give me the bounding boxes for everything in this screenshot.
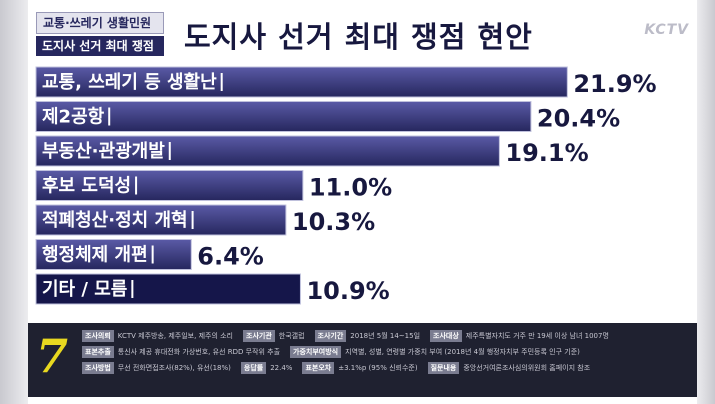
note-row: 표본추출 통신사 제공 휴대전화 가상번호, 유선 RDD 무작위 추출 가중치부여… <box>82 345 690 359</box>
note-label: 가중치부여방식 <box>290 346 342 358</box>
note-value: 무선 전화면접조사(82%), 유선(18%) <box>117 364 231 372</box>
label-separator-2 <box>108 107 111 126</box>
right-frame <box>697 0 715 404</box>
category-label-4: 후보 도덕성 <box>42 176 131 197</box>
value-label-4: 11.0% <box>309 174 392 202</box>
category-label-2: 제2공항 <box>42 107 105 128</box>
note-value: 중앙선거여론조사심의위원회 홈페이지 참조 <box>463 364 591 372</box>
survey-notes: 조사의뢰 KCTV 제주방송, 제주일보, 제주의 소리 조사기관 한국갤럽 조사기간 2… <box>82 329 690 377</box>
note-value: KCTV 제주방송, 제주일보, 제주의 소리 <box>117 332 233 340</box>
category-label-6: 행정체제 개편 <box>42 245 148 266</box>
label-separator-1 <box>220 73 223 91</box>
note-label: 조사기관 <box>243 330 275 342</box>
bar-3 <box>35 135 500 167</box>
topic-tag: 교통·쓰레기 생활민원 도지사 선거 최대 쟁점 <box>36 12 164 60</box>
note-label: 응답률 <box>240 362 267 374</box>
note-label: 표본오차 <box>302 362 335 374</box>
chart-title: 도지사 선거 최대 쟁점 현안 <box>184 20 533 54</box>
category-label-3: 부동산·관광개발 <box>42 141 165 162</box>
survey-footer: 7 조사의뢰 KCTV 제주방송, 제주일보, 제주의 소리 조사기관 한국갤럽 조사기… <box>28 323 697 397</box>
category-label-7: 기타 / 모름 <box>42 279 127 300</box>
bar-6 <box>35 239 192 270</box>
header: 교통·쓰레기 생활민원 도지사 선거 최대 쟁점 도지사 선거 최대 쟁점 현안… <box>28 4 697 60</box>
value-label-6: 6.4% <box>197 243 264 271</box>
note-value: 지역별, 성별, 연령별 가중치 부여 (2018년 4월 행정자치부 주민등록… <box>345 348 580 356</box>
note-row: 조사방법 무선 전화면접조사(82%), 유선(18%) 응답률 22.4% 표본오차 ±… <box>82 361 690 375</box>
note-label: 조사대상 <box>430 330 462 342</box>
note-row: 조사의뢰 KCTV 제주방송, 제주일보, 제주의 소리 조사기관 한국갤럽 조사기간 2… <box>82 329 690 343</box>
note-value: 제주특별자치도 거주 만 19세 이상 남녀 1007명 <box>465 332 609 340</box>
note-label: 표본추출 <box>82 346 114 358</box>
value-label-1: 21.9% <box>573 70 656 98</box>
value-label-7: 10.9% <box>306 277 389 305</box>
value-label-3: 19.1% <box>505 139 588 167</box>
note-value: 2018년 5월 14~15일 <box>350 332 421 340</box>
value-label-5: 10.3% <box>292 208 375 236</box>
bar-7 <box>35 273 301 305</box>
note-label: 질문내용 <box>427 362 460 374</box>
note-label: 조사방법 <box>82 362 114 374</box>
note-value: 한국갤럽 <box>278 332 305 340</box>
value-label-2: 20.4% <box>537 105 620 133</box>
note-value: 통신사 제공 휴대전화 가상번호, 유선 RDD 무작위 추출 <box>117 348 281 356</box>
label-separator-6 <box>151 245 154 264</box>
left-frame <box>0 0 28 404</box>
channel-badge: 7 <box>36 329 69 383</box>
bar-5 <box>35 204 287 236</box>
label-separator-3 <box>168 142 171 160</box>
category-label-5: 적폐청산·정치 개혁 <box>42 209 188 231</box>
label-separator-7 <box>131 280 134 298</box>
category-label-1: 교통, 쓰레기 등 생활난 <box>42 72 217 93</box>
label-separator-4 <box>135 176 138 195</box>
bar-1 <box>35 66 568 98</box>
note-value: 22.4% <box>270 364 293 372</box>
bar-2 <box>35 101 532 132</box>
bar-4 <box>35 170 304 201</box>
note-value: ±3.1%p (95% 신뢰수준) <box>338 364 418 372</box>
topic-tag-line1: 교통·쓰레기 생활민원 <box>36 12 164 34</box>
note-label: 조사기간 <box>314 330 347 342</box>
label-separator-5 <box>191 211 194 229</box>
note-label: 조사의뢰 <box>82 330 114 342</box>
channel-logo: KCTV <box>644 22 689 38</box>
topic-tag-line2: 도지사 선거 최대 쟁점 <box>36 36 164 56</box>
